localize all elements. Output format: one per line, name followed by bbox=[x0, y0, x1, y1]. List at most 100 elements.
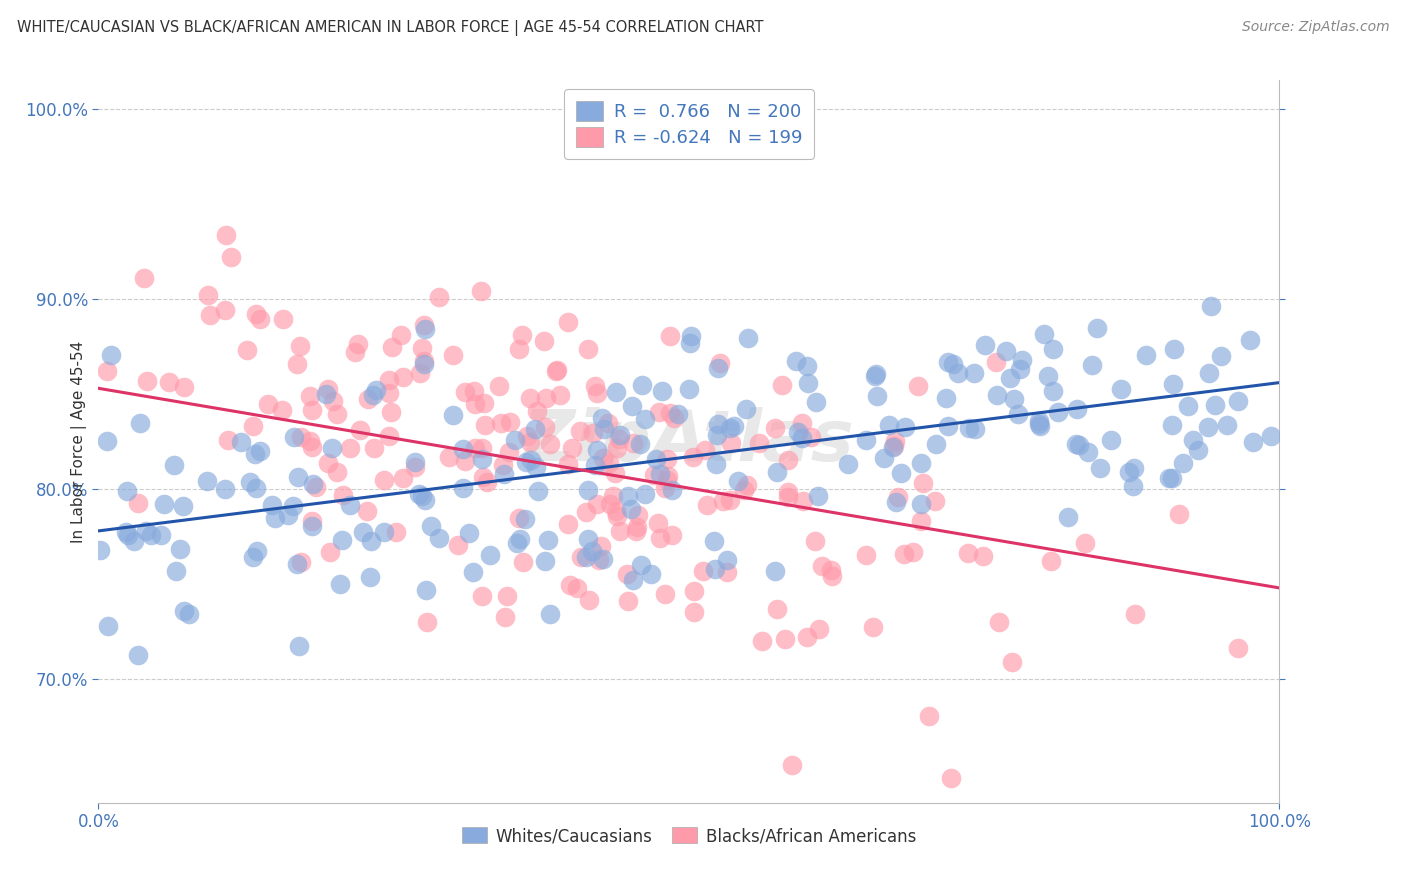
Point bbox=[378, 429, 401, 443]
Point bbox=[609, 428, 631, 442]
Point bbox=[1125, 607, 1147, 622]
Point bbox=[1135, 347, 1157, 361]
Point bbox=[150, 528, 173, 542]
Point bbox=[735, 478, 758, 492]
Point bbox=[647, 516, 669, 530]
Point bbox=[617, 594, 640, 608]
Point bbox=[751, 634, 773, 648]
Point bbox=[776, 453, 799, 467]
Point bbox=[586, 442, 609, 457]
Point bbox=[703, 534, 725, 549]
Point bbox=[679, 336, 702, 351]
Point bbox=[887, 490, 910, 504]
Point bbox=[651, 384, 673, 398]
Point bbox=[578, 483, 600, 498]
Point bbox=[215, 227, 238, 242]
Point bbox=[890, 466, 912, 480]
Point bbox=[956, 546, 979, 560]
Point bbox=[527, 484, 550, 499]
Point bbox=[790, 416, 813, 430]
Point bbox=[973, 338, 995, 352]
Point bbox=[585, 497, 607, 511]
Point bbox=[494, 610, 516, 624]
Point bbox=[177, 607, 200, 622]
Point bbox=[474, 418, 496, 433]
Point bbox=[389, 328, 412, 343]
Point bbox=[1032, 326, 1054, 341]
Point bbox=[934, 391, 956, 405]
Point bbox=[605, 503, 627, 517]
Point bbox=[693, 443, 716, 458]
Point bbox=[578, 593, 600, 607]
Point bbox=[807, 622, 830, 636]
Point bbox=[770, 377, 793, 392]
Point bbox=[1077, 445, 1099, 459]
Point bbox=[413, 354, 436, 368]
Point bbox=[165, 564, 187, 578]
Point bbox=[538, 607, 561, 621]
Point bbox=[100, 348, 122, 362]
Point bbox=[153, 497, 176, 511]
Point bbox=[648, 405, 671, 419]
Point bbox=[648, 531, 671, 545]
Point bbox=[524, 460, 547, 475]
Point bbox=[1197, 420, 1219, 434]
Point bbox=[634, 486, 657, 500]
Point bbox=[427, 531, 450, 545]
Point bbox=[475, 475, 498, 489]
Point bbox=[413, 493, 436, 508]
Point bbox=[249, 311, 271, 326]
Point bbox=[380, 405, 402, 419]
Point bbox=[616, 566, 638, 581]
Point bbox=[461, 565, 484, 579]
Point bbox=[787, 425, 810, 439]
Point bbox=[270, 403, 292, 417]
Point bbox=[516, 429, 538, 443]
Point bbox=[706, 428, 728, 442]
Point bbox=[957, 420, 980, 434]
Point bbox=[1008, 362, 1031, 376]
Point bbox=[963, 366, 986, 380]
Point bbox=[513, 512, 536, 526]
Point bbox=[471, 589, 494, 603]
Point bbox=[322, 393, 344, 408]
Point bbox=[598, 416, 620, 430]
Point bbox=[1007, 407, 1029, 421]
Point bbox=[800, 430, 823, 444]
Point bbox=[704, 562, 727, 576]
Point bbox=[519, 434, 541, 449]
Point bbox=[496, 589, 519, 603]
Point bbox=[96, 364, 118, 378]
Point bbox=[658, 329, 681, 343]
Point bbox=[441, 408, 464, 422]
Point bbox=[925, 437, 948, 451]
Point bbox=[339, 442, 361, 456]
Point bbox=[1042, 384, 1064, 398]
Point bbox=[877, 417, 900, 432]
Point bbox=[733, 483, 755, 497]
Point bbox=[458, 526, 481, 541]
Point bbox=[301, 477, 323, 491]
Point bbox=[273, 312, 295, 326]
Point bbox=[606, 441, 628, 455]
Point bbox=[344, 345, 367, 359]
Point bbox=[544, 364, 567, 378]
Point bbox=[941, 771, 963, 785]
Point bbox=[439, 450, 461, 464]
Point bbox=[512, 555, 534, 569]
Point bbox=[589, 539, 612, 553]
Point bbox=[97, 619, 120, 633]
Point bbox=[415, 615, 437, 629]
Point bbox=[169, 542, 191, 557]
Point bbox=[763, 421, 786, 435]
Point bbox=[510, 328, 533, 343]
Point bbox=[239, 475, 262, 489]
Y-axis label: In Labor Force | Age 45-54: In Labor Force | Age 45-54 bbox=[72, 341, 87, 542]
Point bbox=[581, 544, 603, 558]
Point bbox=[609, 524, 631, 538]
Point bbox=[298, 389, 321, 403]
Point bbox=[837, 457, 859, 471]
Point bbox=[245, 481, 267, 495]
Point bbox=[1099, 433, 1122, 447]
Point bbox=[592, 451, 614, 466]
